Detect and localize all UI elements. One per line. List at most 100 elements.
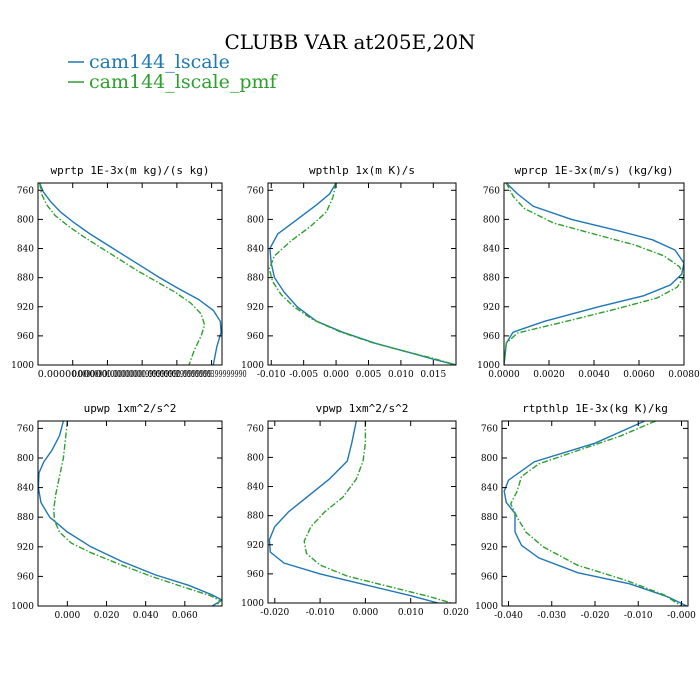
y-tick-label: 960 (247, 570, 264, 580)
y-tick-label: 880 (481, 513, 498, 523)
legend-label-lscale: cam144_lscale (89, 51, 230, 73)
y-tick-label: 920 (481, 543, 498, 553)
y-tick-label: 880 (17, 274, 34, 284)
y-tick-label: 880 (247, 274, 264, 284)
y-tick-label: 880 (17, 513, 34, 523)
y-tick-label: 840 (481, 484, 498, 494)
series-line-lscale-pmf (504, 183, 684, 365)
y-tick-label: 1000 (241, 599, 264, 609)
y-tick-label: 800 (17, 454, 34, 464)
x-tick-label: -0.010 (624, 611, 653, 621)
y-tick-label: 800 (481, 454, 498, 464)
y-tick-label: 840 (17, 484, 34, 494)
x-tick-label: 0.0000000100000000 (72, 370, 142, 380)
y-tick-label: 880 (483, 274, 500, 284)
panel-title: wprtp 1E-3x(m kg)/(s kg) (51, 164, 210, 177)
x-tick-label: 0.0000000000 (38, 370, 108, 380)
panel-6: rtpthlp 1E-3x(kg K)/kg 760 800 840 880 920 960… (475, 402, 696, 621)
series-line-lscale-pmf (268, 183, 456, 365)
legend-label-lscale-pmf: cam144_lscale_pmf (89, 71, 279, 93)
y-tick-label: 1000 (477, 361, 500, 371)
y-tick-label: 760 (247, 424, 264, 434)
y-tick-label: 760 (481, 424, 498, 434)
x-tick-label: 0.0000 (488, 370, 520, 380)
y-tick-label: 760 (17, 424, 34, 434)
y-tick-label: 800 (247, 453, 264, 463)
y-tick-label: 760 (247, 186, 264, 196)
x-tick-label: -0.030 (537, 611, 566, 621)
y-tick-label: 840 (17, 245, 34, 255)
panels: wprtp 1E-3x(m kg)/(s kg) 760 800 840 880 920 9… (11, 164, 700, 621)
series-line-lscale (504, 183, 684, 365)
y-tick-label: 840 (247, 245, 264, 255)
panel-1: wprtp 1E-3x(m kg)/(s kg) 760 800 840 880 920 9… (11, 164, 247, 380)
y-tick-label: 840 (247, 483, 264, 493)
x-tick-label: -0.010 (257, 370, 286, 380)
y-tick-label: 880 (247, 512, 264, 522)
x-tick-label: 0.0040 (578, 370, 610, 380)
y-tick-label: 760 (483, 186, 500, 196)
x-tick-label: 0.000 (323, 370, 349, 380)
panel-2: wpthlp 1x(m K)/s7608008408809209601000-0… (241, 164, 457, 380)
panel-title: wprcp 1E-3x(m/s) (kg/kg) (515, 164, 674, 177)
x-tick-label: 0.0000000299999999 (142, 370, 212, 380)
series-line-lscale-pmf (39, 183, 206, 365)
series-line-lscale (268, 421, 439, 603)
x-tick-label: 0.005 (356, 370, 382, 380)
x-tick-label: 0.040 (133, 611, 159, 621)
y-tick-label: 960 (17, 572, 34, 582)
figure-title: CLUBB VAR at205E,20N (224, 30, 475, 54)
x-tick-label: 0.020 (443, 608, 469, 618)
x-tick-label: 0.0000000199999999 (107, 370, 177, 380)
y-tick-label: 920 (483, 303, 500, 313)
x-tick-label: -0.020 (260, 608, 289, 618)
plot-frame (267, 182, 457, 366)
y-tick-label: 840 (483, 245, 500, 255)
x-tick-label: 0.000 (54, 611, 80, 621)
series-line-lscale (39, 183, 222, 365)
plot-frame (37, 182, 223, 366)
panel-title: vpwp 1xm^2/s^2 (316, 402, 409, 415)
y-tick-label: 760 (17, 186, 34, 196)
x-tick-label: -0.020 (581, 611, 610, 621)
series-line-lscale-pmf (52, 421, 222, 606)
plot-frame (267, 420, 457, 604)
series-line-lscale-pmf (509, 421, 682, 606)
panel-title: upwp 1xm^2/s^2 (84, 402, 177, 415)
x-tick-label: 0.020 (94, 611, 120, 621)
panel-title: wpthlp 1x(m K)/s (309, 164, 415, 177)
plot-frame (37, 420, 223, 607)
series-line-lscale (503, 421, 688, 606)
y-tick-label: 800 (17, 215, 34, 225)
x-tick-label: 0.015 (420, 370, 446, 380)
y-tick-label: 1000 (475, 602, 498, 612)
y-tick-label: 800 (247, 215, 264, 225)
series-line-lscale-pmf (303, 421, 452, 603)
y-tick-label: 1000 (11, 361, 34, 371)
panel-5: vpwp 1xm^2/s^27608008408809209601000-0.0… (241, 402, 469, 618)
x-tick-label: 0.0000000399999990 (177, 370, 247, 380)
x-tick-label: 0.010 (388, 370, 414, 380)
y-tick-label: 800 (483, 215, 500, 225)
x-tick-label: 0.0080 (668, 370, 700, 380)
y-tick-label: 1000 (11, 602, 34, 612)
x-tick-label: 0.0020 (533, 370, 565, 380)
y-tick-label: 920 (247, 303, 264, 313)
x-tick-label: 0.000 (353, 608, 379, 618)
panel-title: rtpthlp 1E-3x(kg K)/kg (522, 402, 668, 415)
legend: cam144_lscale cam144_lscale_pmf (68, 51, 279, 93)
x-tick-label: 0.010 (398, 608, 424, 618)
x-tick-label: -0.000 (667, 611, 696, 621)
panel-3: wprcp 1E-3x(m/s) (kg/kg) 760 800 840 880 920 9… (477, 164, 700, 380)
y-tick-label: 920 (247, 541, 264, 551)
x-tick-label: -0.040 (494, 611, 523, 621)
x-tick-label: -0.005 (289, 370, 318, 380)
panel-4: upwp 1xm^2/s^2 760 800 840 880 920 960 1000 0.00… (11, 402, 223, 621)
y-tick-label: 920 (17, 543, 34, 553)
x-tick-label: 0.0060 (623, 370, 655, 380)
x-tick-label: 0.060 (172, 611, 198, 621)
y-tick-label: 920 (17, 303, 34, 313)
y-tick-label: 960 (247, 332, 264, 342)
x-tick-label: -0.010 (306, 608, 335, 618)
